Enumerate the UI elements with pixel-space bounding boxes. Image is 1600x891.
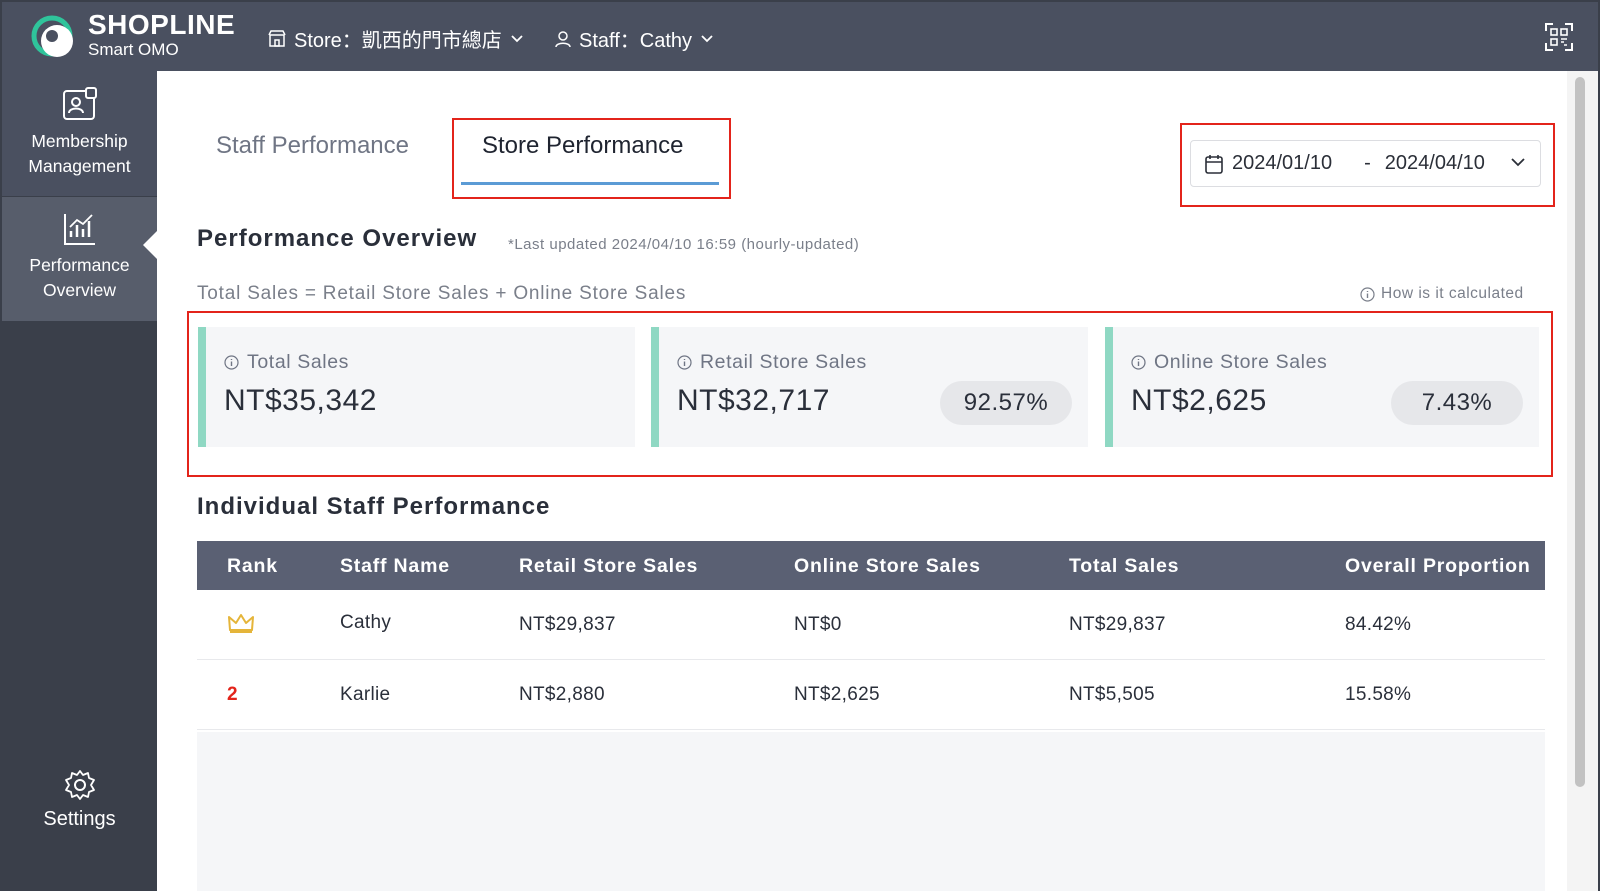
sidebar-item-label: Settings [43, 808, 116, 830]
date-separator: - [1364, 152, 1371, 174]
section-title: Performance Overview [197, 225, 478, 252]
card-value: NT$35,342 [224, 384, 377, 417]
store-label: Store：凱西的門市總店 [294, 30, 502, 52]
scrollbar[interactable] [1567, 71, 1598, 891]
date-end[interactable]: 2024/04/10 [1384, 152, 1485, 174]
staff-performance-table: Rank Staff Name Retail Store Sales Onlin… [197, 541, 1545, 730]
sidebar-item-label: Membership [31, 131, 128, 151]
highlight-box [187, 311, 1553, 477]
table-row: Cathy NT$29,837 NT$0 NT$29,837 84.42% [197, 590, 1545, 660]
retail-sales-cell: NT$2,880 [519, 684, 605, 705]
column-header[interactable]: Online Store Sales [794, 555, 981, 577]
rank-number: 2 [227, 684, 238, 705]
scrollbar-thumb[interactable] [1575, 77, 1585, 787]
shopline-logo-icon [31, 15, 73, 57]
table-empty-area [197, 732, 1545, 891]
highlight-box [1180, 123, 1555, 207]
sidebar: Membership Management Performance Overvi… [2, 71, 157, 891]
card-value: NT$2,625 [1131, 384, 1267, 417]
column-header[interactable]: Overall Proportion [1345, 555, 1531, 577]
sidebar-item-label: Management [28, 156, 131, 176]
percent-badge: 7.43% [1391, 381, 1523, 425]
sidebar-item-membership[interactable]: Membership Management [2, 71, 157, 196]
card-value: NT$32,717 [677, 384, 830, 417]
column-header[interactable]: Rank [227, 555, 278, 577]
total-sales-card: Total Sales NT$35,342 [198, 327, 635, 447]
tab-store-performance[interactable]: Store Performance [482, 132, 684, 159]
qr-scan-icon[interactable] [1544, 22, 1574, 52]
card-title: Retail Store Sales [700, 351, 867, 373]
total-sales-cell: NT$29,837 [1069, 614, 1166, 635]
crown-icon [227, 612, 255, 640]
brand-subtitle: Smart OMO [88, 40, 179, 59]
chevron-down-icon [701, 34, 713, 42]
store-selector[interactable]: Store：凱西的門市總店 [268, 24, 524, 53]
table-header: Rank Staff Name Retail Store Sales Onlin… [197, 541, 1545, 590]
online-sales-cell: NT$2,625 [794, 684, 880, 705]
chevron-down-icon [1511, 158, 1525, 167]
info-icon[interactable] [224, 355, 239, 370]
date-start[interactable]: 2024/01/10 [1232, 152, 1333, 174]
sidebar-item-label: Overview [43, 280, 116, 300]
active-tab-underline [461, 182, 719, 185]
top-bar: SHOPLINE Smart OMO Store：凱西的門市總店 Staff：C… [2, 2, 1598, 71]
online-sales-cell: NT$0 [794, 614, 842, 635]
highlight-box [452, 118, 731, 199]
how-calculated-link[interactable]: How is it calculated [1360, 285, 1524, 303]
last-updated-text: *Last updated 2024/04/10 16:59 (hourly-u… [508, 236, 860, 253]
staff-name: Cathy [340, 612, 392, 633]
info-icon [1360, 286, 1375, 302]
tab-staff-performance[interactable]: Staff Performance [216, 132, 409, 159]
gear-icon [64, 770, 95, 800]
sales-formula: Total Sales = Retail Store Sales + Onlin… [197, 283, 687, 304]
proportion-cell: 84.42% [1345, 614, 1412, 635]
card-title: Online Store Sales [1154, 351, 1328, 373]
staff-name: Karlie [340, 684, 391, 705]
column-header[interactable]: Total Sales [1069, 555, 1180, 577]
total-sales-cell: NT$5,505 [1069, 684, 1155, 705]
percent-badge: 92.57% [940, 381, 1072, 425]
retail-sales-cell: NT$29,837 [519, 614, 616, 635]
retail-sales-card: Retail Store Sales NT$32,717 92.57% [651, 327, 1088, 447]
active-indicator [143, 231, 157, 259]
info-icon[interactable] [1131, 355, 1146, 370]
column-header[interactable]: Retail Store Sales [519, 555, 699, 577]
user-icon [555, 30, 571, 47]
proportion-cell: 15.58% [1345, 684, 1412, 705]
staff-selector[interactable]: Staff：Cathy [555, 24, 714, 53]
sidebar-item-performance[interactable]: Performance Overview [2, 197, 157, 321]
staff-label: Staff：Cathy [579, 30, 693, 52]
sidebar-item-label: Performance [29, 255, 130, 275]
section-title: Individual Staff Performance [197, 493, 551, 520]
how-calculated-label: How is it calculated [1381, 285, 1524, 302]
calendar-icon [1205, 154, 1223, 174]
chevron-down-icon [511, 34, 523, 42]
membership-card-icon [62, 87, 97, 120]
brand: SHOPLINE Smart OMO [88, 10, 235, 60]
sidebar-item-settings[interactable]: Settings [2, 765, 157, 845]
store-icon [268, 29, 286, 47]
date-range-picker[interactable]: 2024/01/10 - 2024/04/10 [1190, 140, 1541, 187]
info-icon[interactable] [677, 355, 692, 370]
column-header[interactable]: Staff Name [340, 555, 450, 577]
card-title: Total Sales [247, 351, 349, 373]
table-row: 2 Karlie NT$2,880 NT$2,625 NT$5,505 15.5… [197, 660, 1545, 730]
chart-icon [63, 214, 95, 245]
brand-name: SHOPLINE [88, 9, 236, 40]
online-sales-card: Online Store Sales NT$2,625 7.43% [1105, 327, 1539, 447]
